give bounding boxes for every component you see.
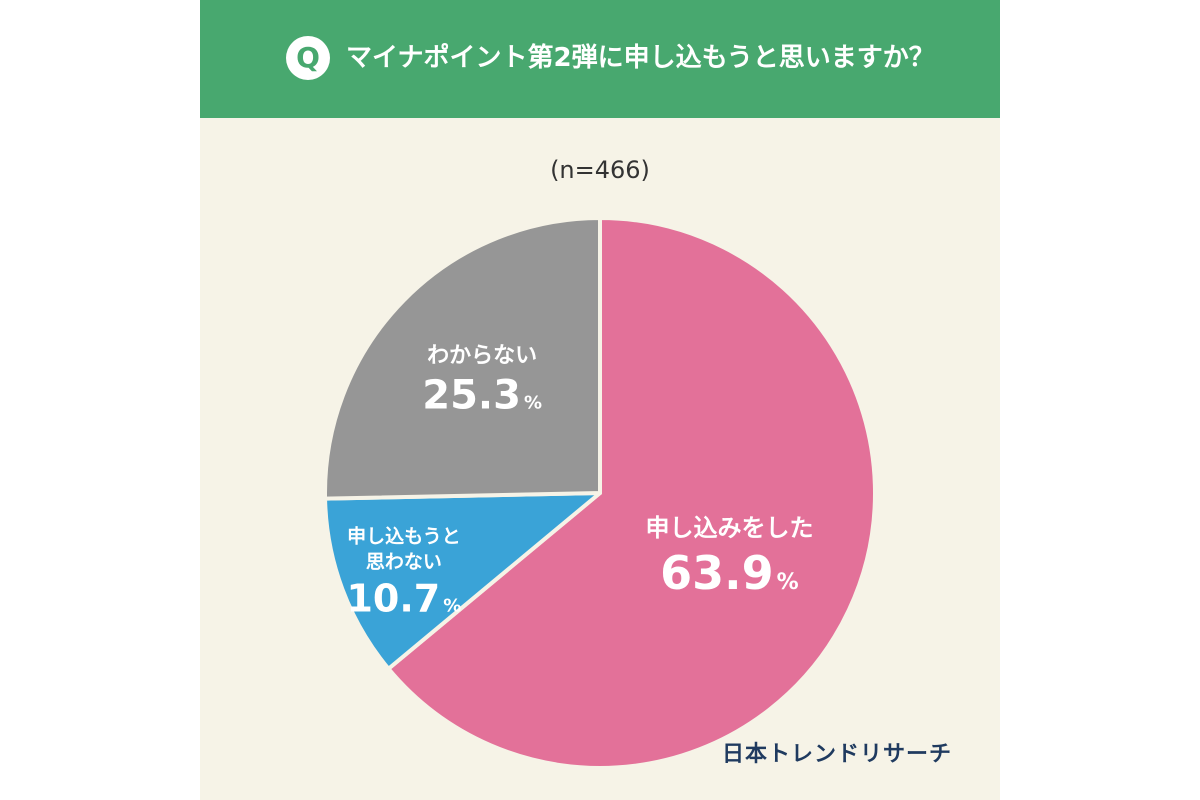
question-header: Q マイナポイント第2弾に申し込もうと思いますか？: [200, 0, 1000, 118]
pie-slice: [386, 216, 877, 770]
slice-value-label: 10.7%: [346, 577, 461, 621]
brand-logo: 日本トレンドリサーチ: [721, 742, 952, 767]
pie-slices: [323, 216, 877, 770]
question-title: マイナポイント第2弾に申し込もうと思いますか？: [346, 43, 935, 73]
q-badge: Q: [286, 36, 330, 80]
sample-size-label: (n=466): [550, 156, 650, 184]
slice-value-label: 25.3%: [422, 373, 542, 419]
slice-label: 思わない: [366, 551, 442, 573]
pie-slice: [323, 216, 602, 501]
slice-value-label: 63.9%: [660, 546, 799, 600]
chart-card: Q マイナポイント第2弾に申し込もうと思いますか？ (n=466) 申し込みをし…: [200, 0, 1000, 800]
slice-label: 申し込もうと: [347, 524, 460, 547]
slice-label: 申し込みをした: [645, 514, 813, 542]
chart-area: (n=466) 申し込みをした 63.9% 申し込もうと 思わない 10.7% わからない…: [200, 118, 1000, 800]
slice-label: わからない: [427, 344, 537, 369]
pie-slice: [323, 491, 602, 671]
